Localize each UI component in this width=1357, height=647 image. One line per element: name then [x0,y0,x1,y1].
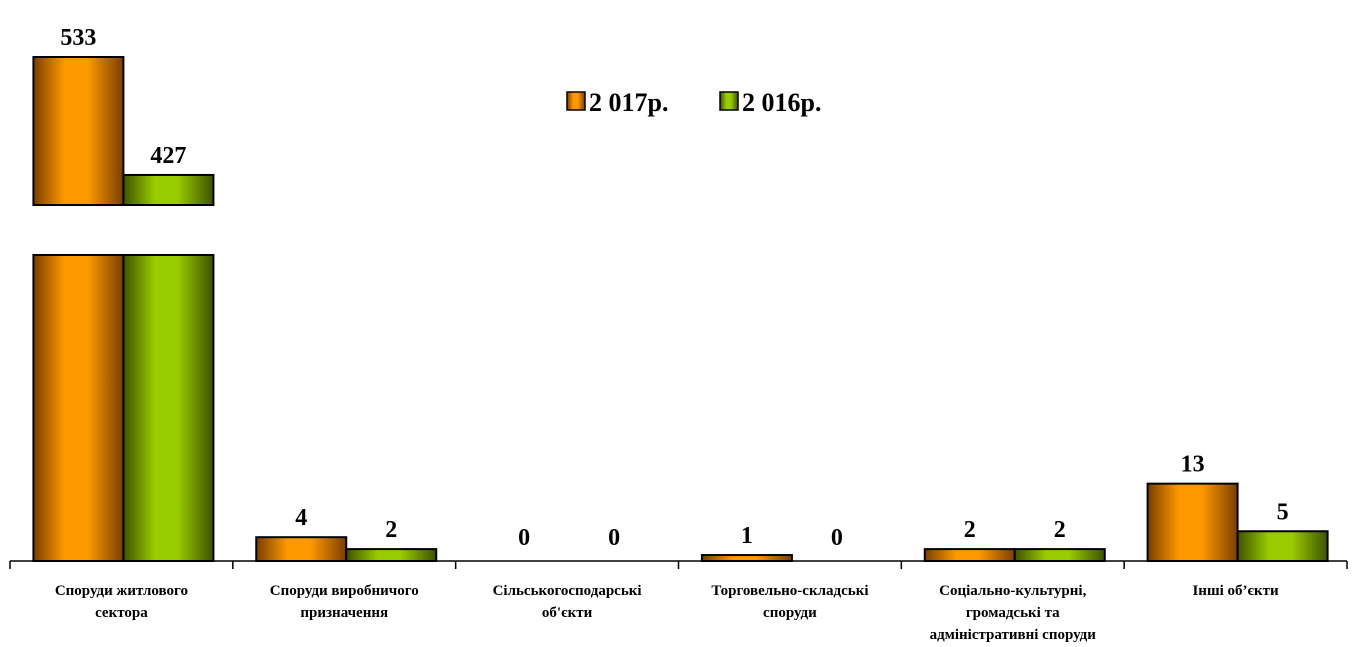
bar [923,548,1016,562]
bar-segment-lower [122,254,215,562]
value-label: 13 [1181,452,1205,478]
bar-rect [345,548,438,562]
value-label: 427 [150,143,186,169]
category-labels: Споруди житлового сектора Споруди виробнич… [55,583,1279,643]
value-label: 2 [385,517,397,543]
value-label: 2 [964,517,976,543]
bar-segment-upper [122,173,215,206]
bar [345,548,438,562]
category-label: Споруди житлового сектора [55,583,188,621]
bar-rect [1236,530,1329,562]
value-label: 4 [295,505,307,531]
bar [255,536,348,563]
legend-label: 2 016р. [742,88,821,117]
legend-label: 2 017р. [589,88,668,117]
legend: 2 017р. 2 016р. [566,88,821,117]
value-label: 0 [518,525,530,551]
bar-rect [255,536,348,563]
legend-swatch [566,91,586,111]
legend-swatch [719,91,739,111]
value-label: 1 [741,523,753,549]
bar-rect [700,554,793,562]
category-label: Інші об’єкти [1192,583,1279,599]
value-label: 2 [1054,517,1066,543]
bar-rect [923,548,1016,562]
bar-segment-upper [32,56,125,206]
value-labels: 533 4 0 1 2 13 427 2 0 0 2 5 [60,25,1288,551]
bars [32,56,1329,563]
category-label: Споруди виробничого призначення [270,583,419,621]
value-label: 5 [1277,499,1289,525]
legend-item: 2 017р. [566,88,668,117]
bar [1236,530,1329,562]
category-label: Торговельно-складські споруди [711,583,868,621]
category-label: Соціально-культурні, громадські та адмініс… [930,583,1097,643]
bar-rect [1013,548,1106,562]
value-label: 0 [831,525,843,551]
category-label: Сільськогосподарські об'єкти [493,583,642,621]
bar [122,173,215,562]
bar-rect [1146,482,1239,562]
bar [1146,482,1239,562]
bar [32,56,125,562]
legend-item: 2 016р. [719,88,821,117]
x-axis [9,560,1348,569]
value-label: 533 [60,25,96,51]
value-label: 0 [608,525,620,551]
bar-segment-lower [32,254,125,562]
bar [700,554,793,562]
bar [1013,548,1106,562]
